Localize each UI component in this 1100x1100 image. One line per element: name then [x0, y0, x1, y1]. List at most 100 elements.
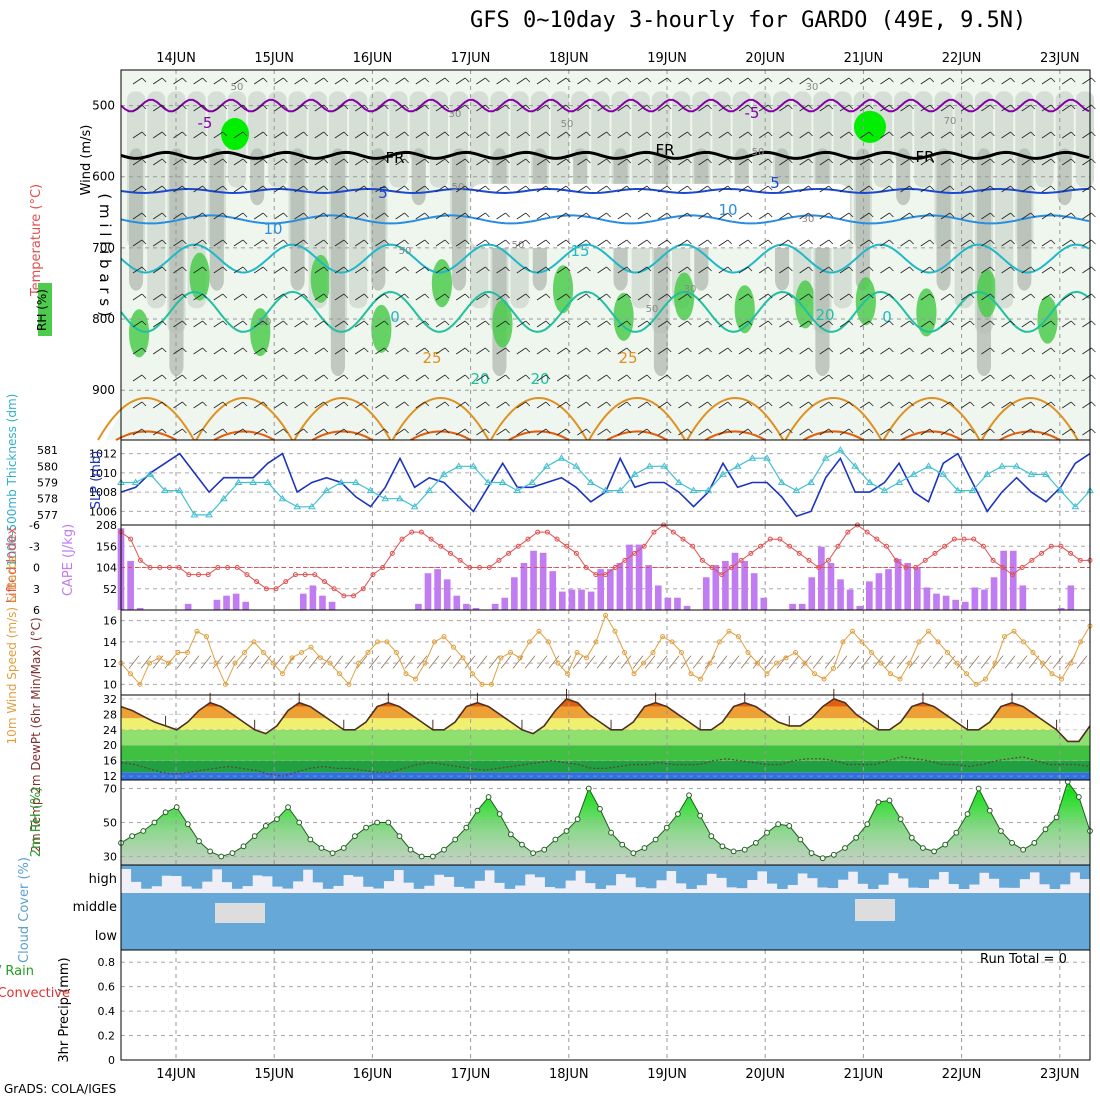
- thickness-point: [219, 494, 228, 502]
- wind-barb: [1041, 77, 1052, 85]
- wind-barb-flag: [404, 185, 409, 191]
- wind-barb-flag: [525, 131, 531, 137]
- wind-barb-flag: [262, 131, 268, 137]
- wind-barb-flag: [141, 266, 147, 272]
- cape-tick-label: 208: [96, 519, 117, 532]
- wind-barb-flag: [242, 212, 248, 218]
- wind-barb: [920, 401, 931, 409]
- wind-barb: [799, 212, 809, 220]
- rh-green-region: [492, 299, 513, 348]
- isotherm-30-arc: [213, 430, 275, 441]
- wind-barb-flag: [646, 239, 652, 245]
- wind-barb: [758, 77, 769, 85]
- date-bottom-label: 15JUN: [254, 1067, 294, 1082]
- wind-barb-flag: [1010, 212, 1015, 218]
- cape-bar: [136, 607, 144, 610]
- cloud-high-bar: [423, 865, 435, 886]
- wind-barb-flag: [909, 239, 914, 245]
- wind-barb-flag: [343, 212, 349, 218]
- rh-dark-region: [452, 148, 467, 291]
- wind-barb-flag: [343, 374, 349, 380]
- wind-barb: [940, 77, 951, 85]
- wind-barb: [779, 131, 789, 139]
- wind-barb: [354, 347, 365, 355]
- wind-barb-flag: [161, 320, 167, 326]
- rh-dry-region: [470, 183, 850, 248]
- wind-barb: [516, 266, 527, 274]
- wind-speed-point: [821, 676, 827, 682]
- wind-barb: [920, 293, 931, 301]
- rh-value-label: 50: [646, 304, 659, 315]
- wind-barb: [738, 185, 749, 193]
- wind-barb-flag: [525, 158, 531, 164]
- wind-barb: [758, 347, 769, 355]
- cape-bar: [232, 593, 240, 610]
- cape-bar: [453, 595, 461, 610]
- wind-barb: [637, 77, 648, 85]
- wind-barb: [698, 185, 708, 193]
- wind-barb: [718, 77, 729, 85]
- cape-bar: [875, 573, 883, 610]
- wind-barb: [314, 158, 325, 166]
- wind-barb-flag: [404, 104, 409, 110]
- cape-bar: [741, 560, 748, 610]
- cloud-high-bar: [857, 865, 869, 884]
- lifted-tick-label: 6: [33, 604, 40, 617]
- wind-barb-flag: [505, 77, 510, 83]
- wind-barb-flag: [1030, 320, 1036, 326]
- rh-surface-region: [695, 386, 796, 440]
- wind-barb-flag: [828, 77, 834, 83]
- wind-barb-flag: [363, 401, 369, 407]
- wind-barb-flag: [485, 374, 490, 380]
- wind-barb: [536, 320, 547, 328]
- wind-barb: [617, 320, 628, 328]
- wind-barb: [900, 374, 910, 382]
- wind-barb-flag: [687, 185, 692, 191]
- cape-bar: [1067, 585, 1075, 610]
- wind-barb: [536, 401, 547, 409]
- wind-barb-flag: [1010, 239, 1015, 245]
- wind-barb: [920, 131, 931, 139]
- lifted-point: [399, 536, 405, 542]
- surface-wind-barb: [380, 655, 392, 669]
- surface-wind-barb: [716, 655, 728, 669]
- wind-barb-flag: [464, 185, 470, 191]
- wind-barb-flag: [707, 347, 712, 353]
- wind-barb-flag: [323, 293, 329, 299]
- wind-speed-point: [1030, 650, 1036, 655]
- wind-barb: [981, 158, 991, 166]
- wind-barb-flag: [1091, 104, 1096, 110]
- wind-barb: [556, 401, 567, 409]
- cape-bar: [866, 581, 873, 610]
- cape-bar: [856, 605, 864, 610]
- lifted-point: [428, 536, 434, 542]
- cloud-high-bar: [534, 865, 546, 878]
- rh2m-point: [418, 853, 425, 860]
- lifted-line: [120, 524, 1090, 597]
- precip-axis-label: 3hr Precip (mm): [57, 957, 72, 1062]
- wind-barb: [678, 374, 688, 382]
- cape-bar: [971, 587, 979, 610]
- wind-barb-flag: [646, 428, 652, 434]
- isotherm-label: 5: [378, 184, 388, 202]
- wind-barb: [193, 266, 203, 274]
- wind-barb: [880, 428, 890, 436]
- cape-bar: [1057, 607, 1065, 610]
- wind-barb: [981, 293, 991, 301]
- wind-barb-flag: [626, 158, 632, 164]
- rh2m-point: [808, 850, 815, 856]
- wind-barb: [415, 104, 426, 112]
- wind-barb: [294, 77, 304, 85]
- wind-barb: [354, 266, 365, 274]
- rh-bright-region: [221, 118, 249, 151]
- wind-barb-flag: [283, 104, 288, 110]
- wind-barb: [779, 428, 789, 436]
- thickness-point: [381, 494, 390, 502]
- wind-speed-point: [327, 660, 333, 666]
- rh-tick-label: 50: [103, 817, 117, 830]
- lifted-point: [758, 543, 764, 549]
- wind-barb-flag: [909, 293, 914, 299]
- wind-barb: [657, 131, 668, 139]
- wind-barb-flag: [788, 374, 793, 380]
- wind-barb-flag: [161, 401, 167, 407]
